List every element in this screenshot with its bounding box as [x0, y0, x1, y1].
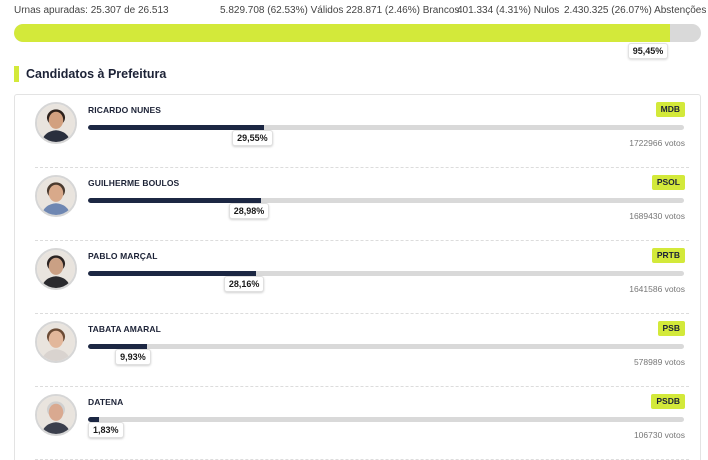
person-icon [37, 177, 75, 215]
vote-share-fill [88, 271, 256, 276]
candidate-name: TABATA AMARAL [88, 324, 161, 334]
vote-share-fill [88, 125, 265, 130]
vote-percentage: 9,93% [115, 349, 151, 365]
brancos-text: 228.871 (2.46%) Brancos [346, 5, 460, 16]
vote-share-bar [88, 125, 684, 130]
apuracao-progress-fill [14, 24, 670, 42]
party-badge: PSOL [651, 175, 685, 190]
vote-share-fill [88, 198, 261, 203]
vote-share-bar [88, 271, 684, 276]
abstencoes-text: 2.430.325 (26.07%) Abstenções [564, 5, 707, 16]
nulos-text: 401.334 (4.31%) Nulos [457, 5, 560, 16]
row-divider [35, 167, 689, 168]
candidate-row-3[interactable]: PABLO MARÇAL PRTB 28,16% 1641586 votos [29, 241, 689, 314]
vote-percentage: 1,83% [88, 422, 124, 438]
vote-count: 1689430 votos [629, 211, 685, 221]
validos-text: 5.829.708 (62.53%) Válidos [220, 5, 344, 16]
guilherme-boulos-avatar [35, 175, 77, 217]
section-header: Candidatos à Prefeitura [14, 66, 166, 82]
person-icon [37, 396, 75, 434]
vote-percentage: 28,16% [223, 276, 265, 292]
vote-count: 1722966 votos [629, 138, 685, 148]
candidate-row-2[interactable]: GUILHERME BOULOS PSOL 28,98% 1689430 vot… [29, 168, 689, 241]
person-icon [37, 323, 75, 361]
party-badge: PSDB [651, 394, 685, 409]
candidate-name: PABLO MARÇAL [88, 251, 158, 261]
ricardo-nunes-avatar [35, 102, 77, 144]
results-summary: Urnas apuradas: 25.307 de 26.513 5.829.7… [14, 5, 706, 19]
candidate-row-4[interactable]: TABATA AMARAL PSB 9,93% 578989 votos [29, 314, 689, 387]
row-divider [35, 240, 689, 241]
row-divider [35, 313, 689, 314]
vote-percentage: 29,55% [232, 130, 273, 146]
candidates-panel: RICARDO NUNES MDB 29,55% 1722966 votos G… [14, 94, 701, 460]
candidate-name: GUILHERME BOULOS [88, 178, 180, 188]
section-marker [14, 66, 19, 82]
party-badge: PSB [657, 321, 685, 336]
person-icon [37, 104, 75, 142]
vote-count: 578989 votos [633, 357, 685, 367]
pablo-marcal-avatar [35, 248, 77, 290]
vote-share-fill [88, 417, 99, 422]
vote-count: 1641586 votos [629, 284, 685, 294]
urnas-apuradas-text: Urnas apuradas: 25.307 de 26.513 [14, 5, 169, 16]
candidate-name: RICARDO NUNES [88, 105, 162, 115]
datena-avatar [35, 394, 77, 436]
candidate-name: DATENA [88, 397, 124, 407]
vote-count: 106730 votos [633, 430, 685, 440]
vote-share-bar [88, 417, 684, 422]
tabata-amaral-avatar [35, 321, 77, 363]
section-title: Candidatos à Prefeitura [26, 67, 167, 81]
vote-percentage: 28,98% [228, 203, 270, 219]
vote-share-bar [88, 198, 684, 203]
apuracao-progress-label: 95,45% [627, 43, 669, 59]
party-badge: MDB [655, 102, 685, 117]
row-divider [35, 386, 689, 387]
person-icon [37, 250, 75, 288]
candidate-row-1[interactable]: RICARDO NUNES MDB 29,55% 1722966 votos [29, 95, 689, 168]
candidate-row-5[interactable]: DATENA PSDB 1,83% 106730 votos [29, 387, 689, 460]
apuracao-progress-bar [14, 24, 701, 42]
vote-share-fill [88, 344, 148, 349]
vote-share-bar [88, 344, 684, 349]
party-badge: PRTB [651, 248, 685, 263]
